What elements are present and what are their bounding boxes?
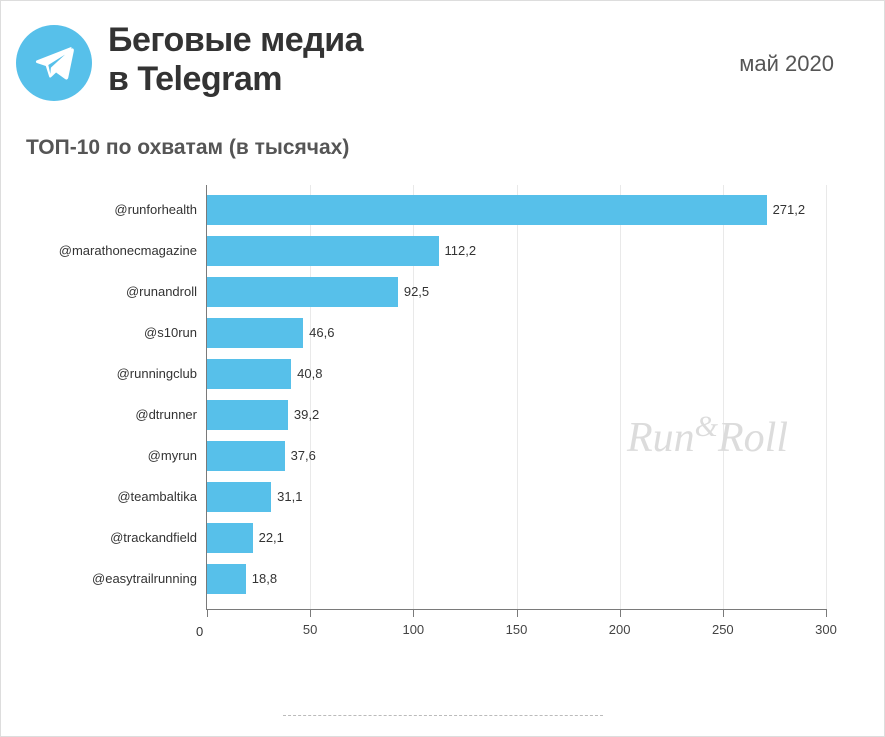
value-label: 40,8 — [291, 359, 322, 389]
axis-tick — [826, 609, 827, 617]
zero-label: 0 — [196, 624, 203, 639]
bar-row: @s10run46,6 — [207, 318, 826, 348]
date-label: май 2020 — [739, 51, 834, 77]
title-block: Беговые медиа в Telegram — [108, 21, 363, 99]
category-label: @easytrailrunning — [32, 564, 207, 594]
category-label: @trackandfield — [32, 523, 207, 553]
category-label: @dtrunner — [32, 400, 207, 430]
title-line-1: Беговые медиа — [108, 21, 363, 60]
value-label: 46,6 — [303, 318, 334, 348]
category-label: @myrun — [32, 441, 207, 471]
x-axis-label: 100 — [402, 622, 424, 637]
x-axis-label: 250 — [712, 622, 734, 637]
value-label: 271,2 — [767, 195, 806, 225]
category-label: @runforhealth — [32, 195, 207, 225]
plot-area: 50100150200250300 @runforhealth271,2@mar… — [206, 185, 826, 610]
bar: 40,8 — [207, 359, 291, 389]
bar: 22,1 — [207, 523, 253, 553]
bar: 39,2 — [207, 400, 288, 430]
bar: 112,2 — [207, 236, 439, 266]
bar-row: @myrun37,6 — [207, 441, 826, 471]
gridline — [826, 185, 827, 609]
x-axis-label: 150 — [506, 622, 528, 637]
header: Беговые медиа в Telegram май 2020 — [16, 21, 869, 101]
axis-tick — [413, 609, 414, 617]
bar: 37,6 — [207, 441, 285, 471]
x-axis-label: 300 — [815, 622, 837, 637]
bars-container: @runforhealth271,2 @marathonecmagazine112… — [207, 185, 826, 609]
axis-tick — [620, 609, 621, 617]
title-line-2: в Telegram — [108, 60, 363, 99]
x-axis-label: 50 — [303, 622, 317, 637]
axis-tick — [517, 609, 518, 617]
value-label: 112,2 — [439, 236, 477, 266]
category-label: @runningclub — [32, 359, 207, 389]
category-label: @runandroll — [32, 277, 207, 307]
value-label: 31,1 — [271, 482, 302, 512]
value-label: 39,2 — [288, 400, 319, 430]
reach-chart: 50100150200250300 @runforhealth271,2@mar… — [26, 185, 856, 645]
value-label: 37,6 — [285, 441, 316, 471]
bar: 31,1 — [207, 482, 271, 512]
axis-tick — [723, 609, 724, 617]
bar-row: @teambaltika31,1 — [207, 482, 826, 512]
axis-tick — [207, 609, 208, 617]
bar: 46,6 — [207, 318, 303, 348]
bar: 271,2 — [207, 195, 767, 225]
bar-row: @dtrunner39,2 — [207, 400, 826, 430]
telegram-icon — [16, 25, 92, 101]
value-label: 18,8 — [246, 564, 277, 594]
bar-row: @runforhealth271,2 — [207, 195, 826, 225]
bar-row: @runningclub40,8 — [207, 359, 826, 389]
footer-divider — [283, 715, 603, 716]
category-label: @marathonecmagazine — [32, 236, 207, 266]
bar: 92,5 — [207, 277, 398, 307]
bar-row: @trackandfield22,1 — [207, 523, 826, 553]
x-axis-label: 200 — [609, 622, 631, 637]
bar-row: @easytrailrunning18,8 — [207, 564, 826, 594]
bar-row: @runandroll92,5 — [207, 277, 826, 307]
bar: 18,8 — [207, 564, 246, 594]
bar-row: @marathonecmagazine112,2 — [207, 236, 826, 266]
category-label: @teambaltika — [32, 482, 207, 512]
category-label: @s10run — [32, 318, 207, 348]
value-label: 22,1 — [253, 523, 284, 553]
chart-subtitle: ТОП-10 по охватам (в тысячах) — [26, 136, 869, 160]
value-label: 92,5 — [398, 277, 429, 307]
axis-tick — [310, 609, 311, 617]
